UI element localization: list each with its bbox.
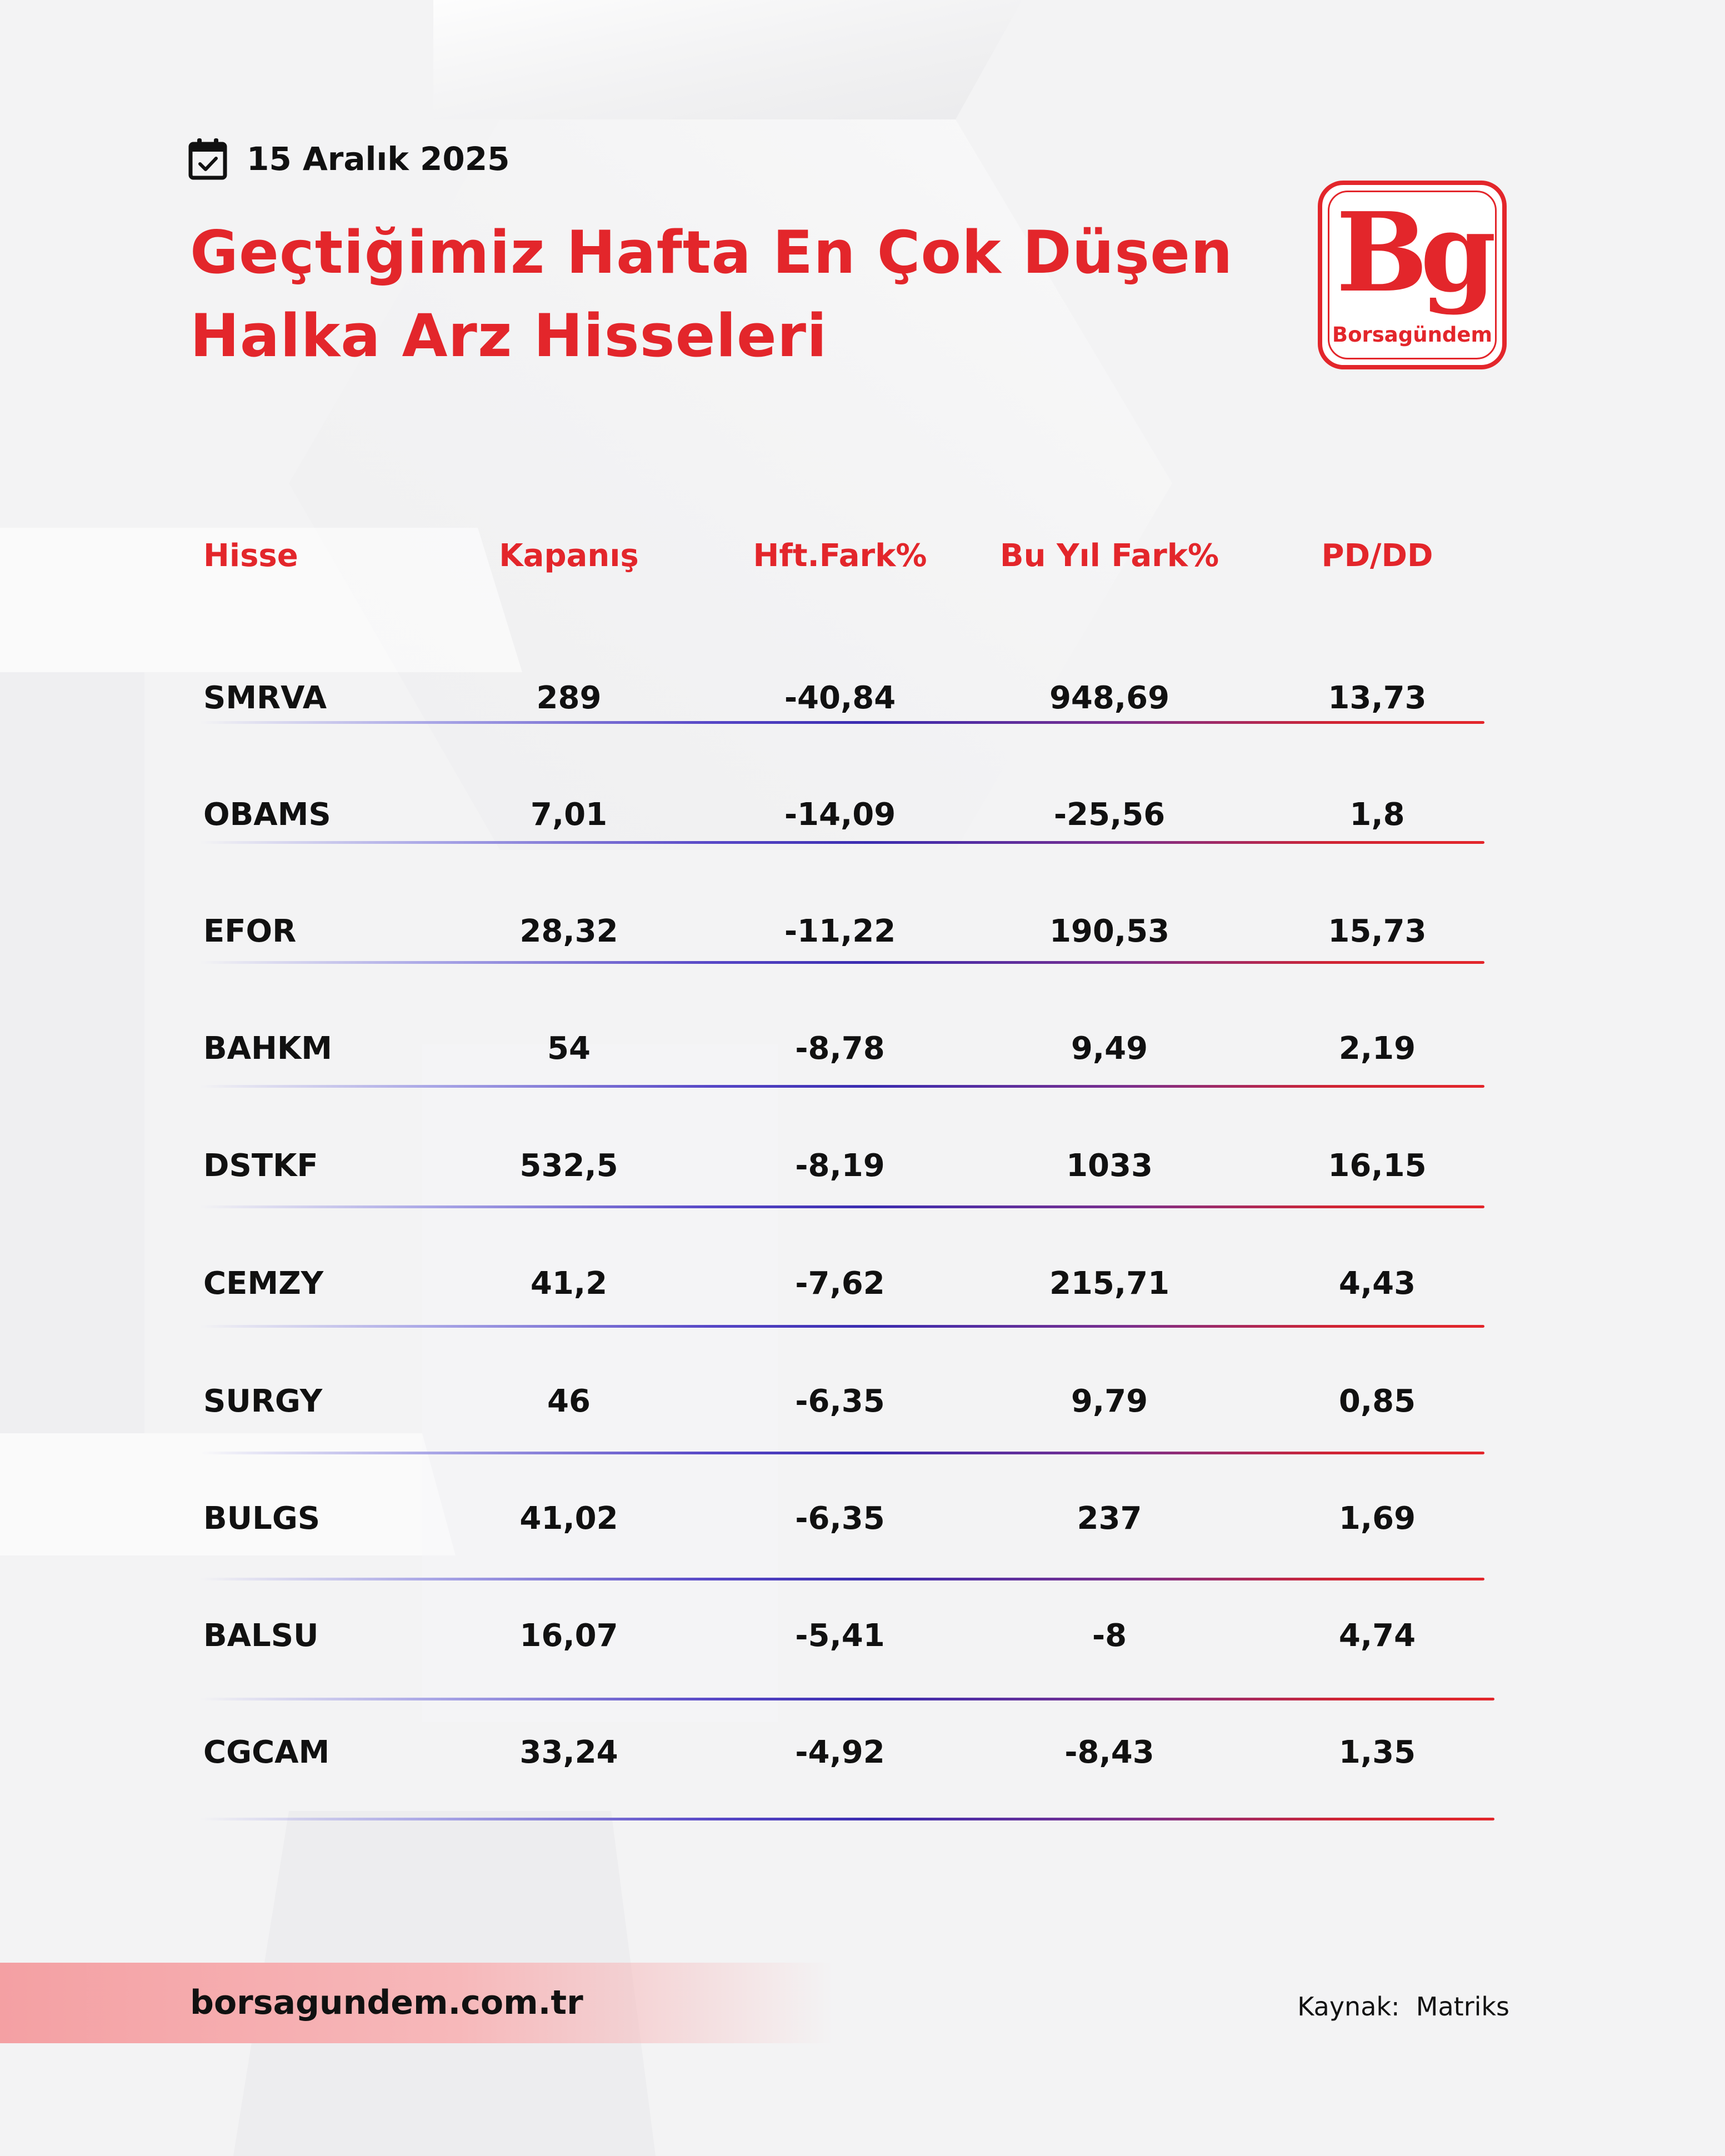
logo-inner-border — [1328, 191, 1497, 359]
cell-hisse: SURGY — [203, 1383, 323, 1419]
cell-pd-dd: 16,15 — [1328, 1148, 1427, 1184]
cell-hisse: EFOR — [203, 913, 297, 949]
borsagundem-logo: Bg Borsagündem — [1318, 181, 1507, 369]
row-divider — [200, 1205, 1484, 1208]
cell-kapanis: 289 — [536, 680, 602, 716]
cell-pd-dd: 1,69 — [1338, 1500, 1416, 1537]
cell-hft-fark: -8,78 — [795, 1031, 885, 1067]
website-link[interactable]: borsagundem.com.tr — [190, 1983, 583, 2022]
cell-kapanis: 532,5 — [519, 1148, 618, 1184]
cell-pd-dd: 4,74 — [1338, 1618, 1416, 1654]
cell-pd-dd: 4,43 — [1338, 1265, 1416, 1302]
row-divider — [200, 1452, 1484, 1454]
cell-bu-yil-fark: 215,71 — [1049, 1265, 1170, 1302]
cell-bu-yil-fark: 948,69 — [1049, 680, 1170, 716]
cell-hisse: BULGS — [203, 1500, 321, 1537]
cell-hft-fark: -14,09 — [784, 797, 896, 833]
title-line-2: Halka Arz Hisseleri — [190, 302, 828, 370]
date-row: 15 Aralık 2025 — [188, 136, 510, 182]
cell-hisse: CGCAM — [203, 1734, 330, 1770]
title-line-1: Geçtiğimiz Hafta En Çok Düşen — [190, 218, 1233, 287]
header-hisse: Hisse — [203, 538, 298, 574]
cell-bu-yil-fark: -8 — [1092, 1618, 1127, 1654]
cell-bu-yil-fark: -25,56 — [1053, 797, 1166, 833]
cell-hisse: OBAMS — [203, 797, 331, 833]
cell-pd-dd: 15,73 — [1328, 913, 1427, 949]
cell-kapanis: 16,07 — [519, 1618, 618, 1654]
cell-kapanis: 46 — [547, 1383, 591, 1419]
footer-band — [0, 1963, 833, 2043]
cell-kapanis: 7,01 — [530, 797, 608, 833]
row-divider — [200, 961, 1484, 964]
cell-kapanis: 41,2 — [530, 1265, 608, 1302]
source-value: Matriks — [1416, 1992, 1509, 2022]
source-credit: Kaynak: Matriks — [1297, 1992, 1509, 2022]
cell-bu-yil-fark: 9,49 — [1071, 1031, 1148, 1067]
row-divider — [200, 1698, 1494, 1700]
row-divider — [200, 1085, 1484, 1088]
cell-kapanis: 33,24 — [519, 1734, 618, 1770]
cell-hisse: BAHKM — [203, 1031, 333, 1067]
cell-kapanis: 41,02 — [519, 1500, 618, 1537]
cell-bu-yil-fark: 237 — [1077, 1500, 1142, 1537]
cell-kapanis: 54 — [547, 1031, 591, 1067]
logo-wordmark: Borsagündem — [1332, 323, 1493, 347]
header-kapanis: Kapanış — [499, 538, 639, 574]
cell-pd-dd: 1,35 — [1338, 1734, 1416, 1770]
cell-hisse: BALSU — [203, 1618, 319, 1654]
cell-pd-dd: 0,85 — [1338, 1383, 1416, 1419]
cell-hft-fark: -40,84 — [784, 680, 896, 716]
header-hft-fark: Hft.Fark% — [753, 538, 927, 574]
cell-hisse: DSTKF — [203, 1148, 318, 1184]
row-divider — [200, 1578, 1484, 1580]
cell-hft-fark: -7,62 — [795, 1265, 885, 1302]
header-bu-yil-fark: Bu Yıl Fark% — [999, 538, 1219, 574]
cell-pd-dd: 2,19 — [1338, 1031, 1416, 1067]
cell-hft-fark: -6,35 — [795, 1500, 885, 1537]
cell-hisse: CEMZY — [203, 1265, 324, 1302]
logo-mark: Bg — [1336, 189, 1497, 317]
source-label: Kaynak: — [1297, 1992, 1400, 2022]
row-divider — [200, 721, 1484, 724]
cell-pd-dd: 1,8 — [1349, 797, 1405, 833]
calendar-check-icon — [188, 138, 227, 180]
cell-bu-yil-fark: -8,43 — [1064, 1734, 1154, 1770]
cell-hft-fark: -4,92 — [795, 1734, 885, 1770]
cell-hft-fark: -11,22 — [784, 913, 896, 949]
cell-pd-dd: 13,73 — [1328, 680, 1427, 716]
row-divider — [200, 841, 1484, 844]
row-divider — [200, 1325, 1484, 1328]
cell-hft-fark: -5,41 — [795, 1618, 885, 1654]
cell-hft-fark: -8,19 — [795, 1148, 885, 1184]
cell-bu-yil-fark: 9,79 — [1071, 1383, 1148, 1419]
cell-bu-yil-fark: 1033 — [1066, 1148, 1153, 1184]
row-divider — [200, 1818, 1494, 1820]
cell-kapanis: 28,32 — [519, 913, 618, 949]
cell-bu-yil-fark: 190,53 — [1049, 913, 1170, 949]
page-title: Geçtiğimiz Hafta En Çok Düşen Halka Arz … — [190, 211, 1246, 378]
cell-hisse: SMRVA — [203, 680, 327, 716]
header-pd-dd: PD/DD — [1321, 538, 1433, 574]
date-label: 15 Aralık 2025 — [247, 140, 510, 178]
cell-hft-fark: -6,35 — [795, 1383, 885, 1419]
